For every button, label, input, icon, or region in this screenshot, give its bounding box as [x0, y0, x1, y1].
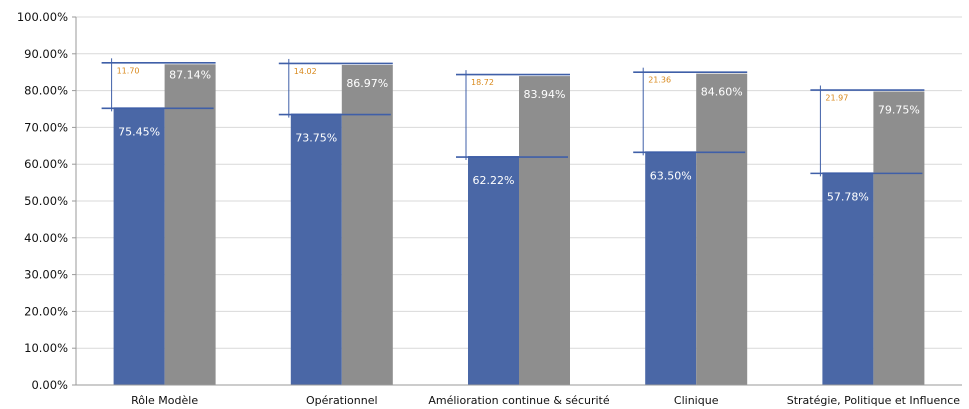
bar-strategie-series1	[822, 172, 874, 385]
gap-label: 11.70	[117, 66, 140, 75]
bar-operationnel-series2	[341, 64, 393, 385]
value-label: 87.14%	[169, 68, 211, 81]
value-label: 86.97%	[346, 77, 388, 90]
value-label: 63.50%	[650, 169, 692, 182]
bar-amelioration-series2	[519, 76, 570, 385]
bar-clinique-series1	[645, 151, 697, 385]
x-axis: Rôle Modèle Opérationnel Amélioration cont…	[76, 384, 962, 407]
value-label: 75.45%	[118, 125, 160, 138]
gap-label: 21.97	[825, 94, 848, 103]
y-tick-label: 60.00%	[24, 157, 68, 171]
value-label: 83.94%	[524, 88, 566, 101]
gap-brackets	[101, 58, 925, 177]
bar-strategie-series2	[873, 91, 925, 386]
y-tick-label: 100.00%	[17, 10, 68, 24]
gap-label: 21.36	[648, 76, 671, 85]
value-label: 57.78%	[827, 190, 869, 203]
y-tick-label: 50.00%	[24, 194, 68, 208]
x-category-label: Clinique	[674, 394, 719, 407]
bars	[113, 64, 925, 386]
y-tick-label: 30.00%	[24, 268, 68, 282]
y-tick-label: 90.00%	[24, 47, 68, 61]
bar-operationnel-series1	[290, 113, 342, 385]
value-labels: 75.45% 87.14% 11.70 73.75% 86.97% 14.02 62.22%…	[117, 66, 920, 203]
gap-label: 18.72	[471, 78, 494, 87]
y-tick-label: 40.00%	[24, 231, 68, 245]
bar-role-modele-series2	[164, 64, 216, 385]
y-axis: 0.00% 10.00% 20.00% 30.00% 40.00% 50.00% 60.00…	[17, 10, 77, 392]
value-label: 62.22%	[473, 174, 515, 187]
value-label: 79.75%	[878, 104, 920, 117]
bar-amelioration-series1	[468, 156, 519, 385]
value-label: 84.60%	[701, 86, 743, 99]
bar-role-modele-series1	[113, 107, 165, 386]
y-tick-label: 20.00%	[24, 304, 68, 318]
x-category-label: Amélioration continue & sécurité	[428, 394, 609, 407]
y-tick-label: 0.00%	[31, 378, 68, 392]
bar-clinique-series2	[696, 73, 748, 385]
value-label: 73.75%	[295, 132, 337, 145]
x-category-label: Rôle Modèle	[131, 394, 198, 407]
gap-label: 14.02	[294, 67, 317, 76]
y-tick-label: 10.00%	[24, 341, 68, 355]
y-tick-label: 80.00%	[24, 84, 68, 98]
y-tick-label: 70.00%	[24, 120, 68, 134]
x-category-label: Opérationnel	[306, 394, 378, 407]
x-category-label: Stratégie, Politique et Influence	[787, 394, 961, 407]
